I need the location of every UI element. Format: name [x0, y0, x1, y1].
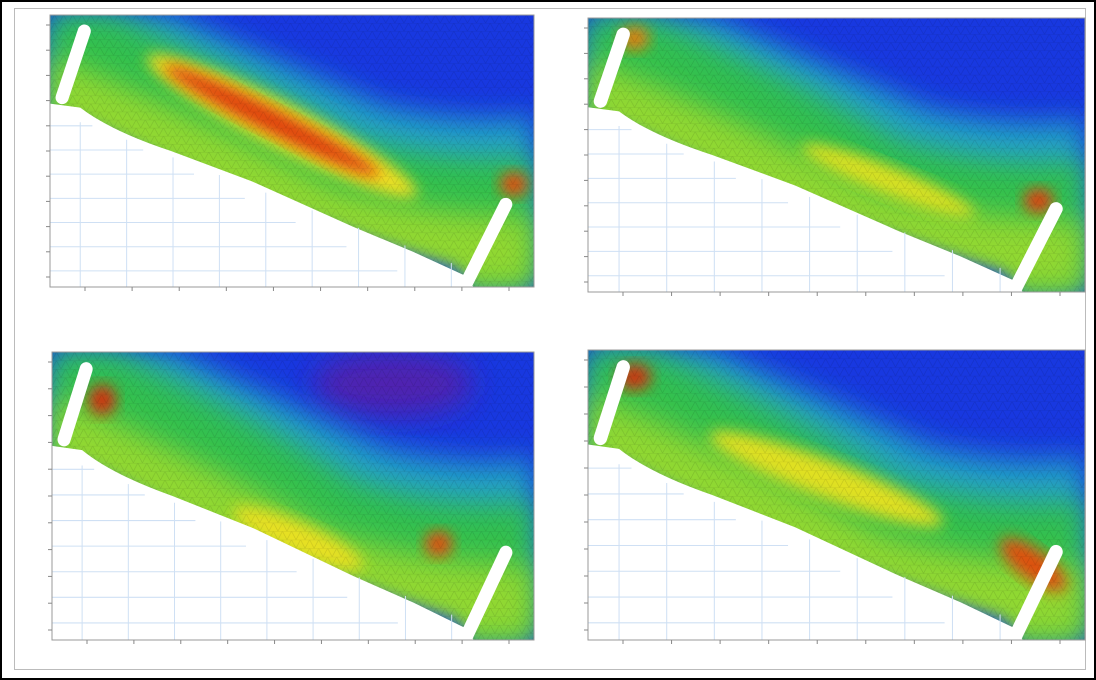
map-panel — [588, 18, 1085, 292]
map-panel — [52, 352, 534, 640]
page: (() => { const svg = document.getElement… — [0, 0, 1096, 680]
map-panel — [588, 350, 1085, 640]
map-panel — [50, 15, 534, 287]
figure — [2, 2, 1094, 678]
figure-frame — [0, 0, 1096, 680]
